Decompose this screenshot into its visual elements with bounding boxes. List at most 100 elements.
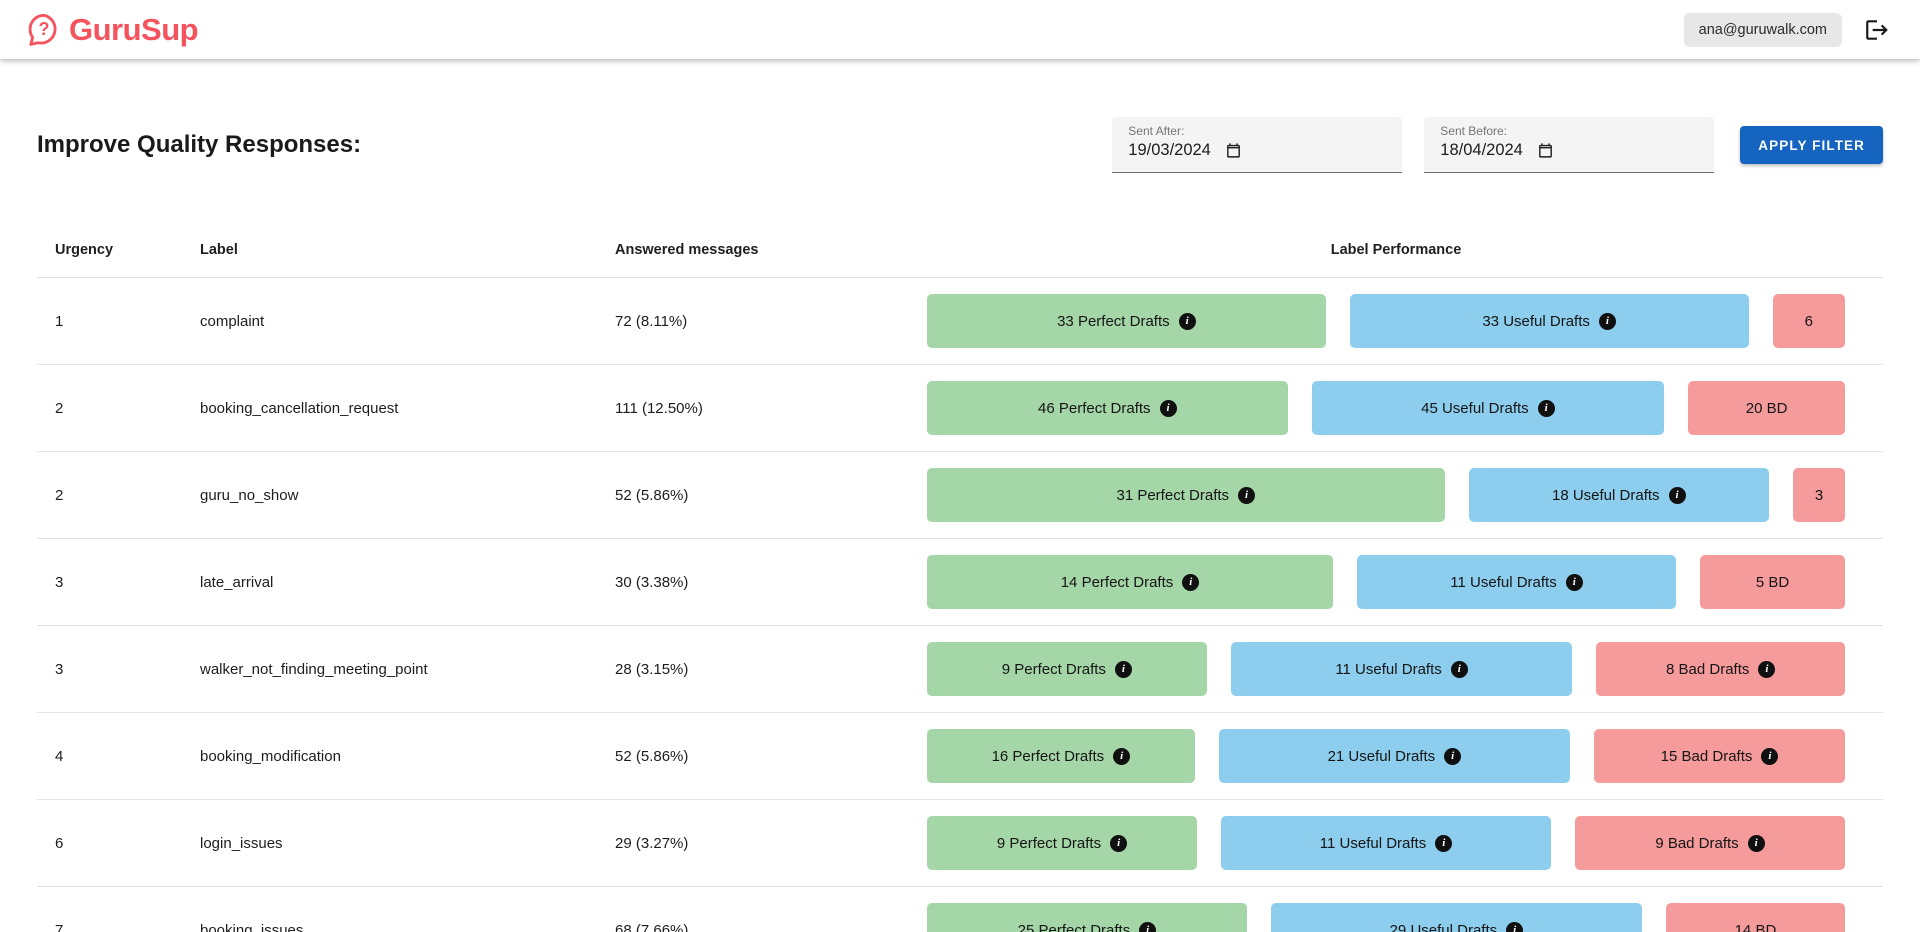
performance-bars: 9 Perfect Drafts i 11 Useful Drafts i 8 …: [927, 642, 1865, 696]
bad-drafts-label: 6: [1804, 312, 1813, 330]
table-row: 2 booking_cancellation_request 111 (12.5…: [37, 365, 1883, 452]
answered-messages-cell: 111 (12.50%): [615, 399, 703, 417]
apply-filter-button[interactable]: APPLY FILTER: [1740, 126, 1883, 164]
bad-drafts-label: 14 BD: [1734, 921, 1777, 932]
info-icon[interactable]: i: [1747, 834, 1765, 852]
label-cell: guru_no_show: [200, 486, 299, 504]
filter-section: Improve Quality Responses: Sent After: 1…: [37, 117, 1883, 173]
useful-drafts-bar: 45 Useful Drafts i: [1311, 381, 1665, 435]
useful-drafts-bar: 11 Useful Drafts i: [1221, 816, 1551, 870]
info-icon[interactable]: i: [1114, 660, 1132, 678]
performance-table: Urgency Label Answered messages Label Pe…: [37, 223, 1883, 932]
bad-drafts-bar: 9 Bad Drafts i: [1575, 816, 1845, 870]
performance-bars: 14 Perfect Drafts i 11 Useful Drafts i 5…: [927, 555, 1865, 609]
performance-bars: 16 Perfect Drafts i 21 Useful Drafts i 1…: [927, 729, 1865, 783]
useful-drafts-label: 45 Useful Drafts: [1421, 399, 1529, 417]
urgency-cell: 2: [55, 486, 64, 504]
info-icon[interactable]: i: [1565, 573, 1583, 591]
brand-logo[interactable]: ? GuruSup: [26, 12, 199, 48]
perfect-drafts-label: 14 Perfect Drafts: [1060, 573, 1174, 591]
info-icon[interactable]: i: [1758, 660, 1776, 678]
perfect-drafts-label: 46 Perfect Drafts: [1038, 399, 1151, 417]
sent-after-value[interactable]: 19/03/2024: [1128, 141, 1211, 159]
info-icon[interactable]: i: [1450, 660, 1468, 678]
info-icon[interactable]: i: [1113, 747, 1131, 765]
info-icon[interactable]: i: [1435, 834, 1453, 852]
app-header: ? GuruSup ana@guruwalk.com: [0, 0, 1920, 59]
info-icon[interactable]: i: [1598, 312, 1616, 330]
bad-drafts-label: 5 BD: [1755, 573, 1790, 591]
sent-before-field[interactable]: Sent Before: 18/04/2024: [1424, 117, 1715, 173]
bad-drafts-bar: 8 Bad Drafts i: [1596, 642, 1845, 696]
useful-drafts-label: 18 Useful Drafts: [1551, 486, 1660, 504]
bad-drafts-label: 15 Bad Drafts: [1660, 747, 1753, 765]
bad-drafts-bar: 3: [1793, 468, 1845, 522]
table-row: 3 late_arrival 30 (3.38%) 14 Perfect Dra…: [37, 539, 1883, 626]
perfect-drafts-label: 33 Perfect Drafts: [1057, 312, 1170, 330]
useful-drafts-bar: 29 Useful Drafts i: [1270, 903, 1642, 932]
useful-drafts-bar: 18 Useful Drafts i: [1468, 468, 1769, 522]
info-icon[interactable]: i: [1238, 486, 1256, 504]
info-icon[interactable]: i: [1139, 921, 1157, 932]
table-row: 6 login_issues 29 (3.27%) 9 Perfect Draf…: [37, 800, 1883, 887]
urgency-cell: 2: [55, 399, 64, 417]
info-icon[interactable]: i: [1537, 399, 1555, 417]
answered-messages-cell: 72 (8.11%): [615, 312, 688, 330]
useful-drafts-label: 11 Useful Drafts: [1319, 834, 1427, 852]
bad-drafts-bar: 6: [1772, 294, 1845, 348]
info-icon[interactable]: i: [1506, 921, 1524, 932]
sent-after-label: Sent After:: [1128, 124, 1185, 138]
urgency-cell: 1: [55, 312, 64, 330]
info-icon[interactable]: i: [1444, 747, 1462, 765]
column-header-label: Label: [200, 242, 238, 258]
chat-question-icon: ?: [26, 12, 62, 48]
perfect-drafts-label: 25 Perfect Drafts: [1017, 921, 1131, 932]
urgency-cell: 7: [55, 921, 64, 932]
perfect-drafts-bar: 9 Perfect Drafts i: [927, 816, 1197, 870]
useful-drafts-label: 29 Useful Drafts: [1389, 921, 1498, 932]
info-icon[interactable]: i: [1110, 834, 1128, 852]
calendar-icon[interactable]: [1537, 142, 1554, 159]
calendar-icon[interactable]: [1225, 142, 1242, 159]
perfect-drafts-bar: 14 Perfect Drafts i: [927, 555, 1333, 609]
info-icon[interactable]: i: [1668, 486, 1686, 504]
info-icon[interactable]: i: [1178, 312, 1196, 330]
answered-messages-cell: 68 (7.66%): [615, 921, 689, 932]
urgency-cell: 6: [55, 834, 64, 852]
urgency-cell: 3: [55, 660, 64, 678]
perfect-drafts-bar: 31 Perfect Drafts i: [927, 468, 1445, 522]
sent-before-label: Sent Before:: [1440, 124, 1507, 138]
sent-after-field[interactable]: Sent After: 19/03/2024: [1112, 117, 1403, 173]
label-cell: login_issues: [200, 834, 283, 852]
bad-drafts-bar: 15 Bad Drafts i: [1594, 729, 1845, 783]
urgency-cell: 3: [55, 573, 64, 591]
bad-drafts-label: 8 Bad Drafts: [1666, 660, 1750, 678]
performance-bars: 46 Perfect Drafts i 45 Useful Drafts i 2…: [927, 381, 1865, 435]
logout-icon: [1864, 17, 1890, 43]
useful-drafts-label: 11 Useful Drafts: [1450, 573, 1557, 591]
performance-bars: 31 Perfect Drafts i 18 Useful Drafts i 3: [927, 468, 1865, 522]
perfect-drafts-label: 31 Perfect Drafts: [1116, 486, 1230, 504]
label-cell: complaint: [200, 312, 265, 330]
column-header-performance: Label Performance: [1330, 242, 1462, 258]
label-cell: booking_cancellation_request: [200, 399, 399, 417]
useful-drafts-bar: 21 Useful Drafts i: [1218, 729, 1571, 783]
label-cell: booking_modification: [200, 747, 341, 765]
answered-messages-cell: 29 (3.27%): [615, 834, 689, 852]
table-row: 4 booking_modification 52 (5.86%) 16 Per…: [37, 713, 1883, 800]
info-icon[interactable]: i: [1159, 399, 1177, 417]
label-cell: booking_issues: [200, 921, 304, 932]
table-row: 2 guru_no_show 52 (5.86%) 31 Perfect Dra…: [37, 452, 1883, 539]
answered-messages-cell: 28 (3.15%): [615, 660, 689, 678]
bad-drafts-label: 3: [1814, 486, 1824, 504]
table-header-row: Urgency Label Answered messages Label Pe…: [37, 223, 1883, 278]
label-cell: late_arrival: [200, 573, 274, 591]
sent-before-value[interactable]: 18/04/2024: [1440, 141, 1523, 159]
table-body: 1 complaint 72 (8.11%) 33 Perfect Drafts…: [37, 278, 1883, 932]
bad-drafts-label: 20 BD: [1745, 399, 1788, 417]
logout-button[interactable]: [1860, 13, 1894, 47]
perfect-drafts-label: 9 Perfect Drafts: [1001, 660, 1106, 678]
perfect-drafts-label: 16 Perfect Drafts: [991, 747, 1105, 765]
info-icon[interactable]: i: [1761, 747, 1779, 765]
info-icon[interactable]: i: [1182, 573, 1200, 591]
